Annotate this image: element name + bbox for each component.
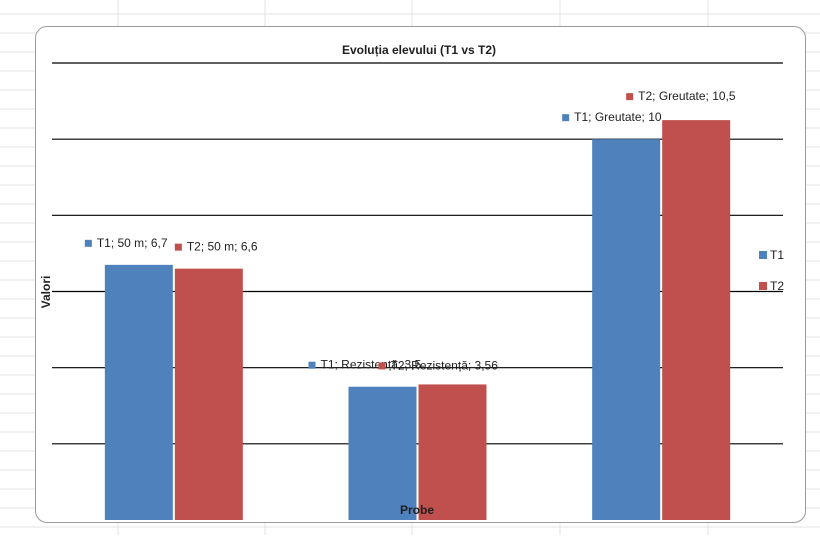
bar-t1-3[interactable] — [592, 139, 661, 520]
data-label-text: T1; Greutate; 10 — [574, 110, 662, 124]
bars — [104, 120, 731, 520]
legend-item-t1[interactable]: T1 — [759, 248, 784, 262]
legend-marker — [759, 251, 767, 259]
legend-item-t2[interactable]: T2 — [759, 279, 784, 293]
data-label-marker — [174, 243, 182, 251]
bar-t2-3[interactable] — [662, 120, 731, 520]
legend-label: T1 — [770, 248, 784, 262]
data-label-t2-1: T2; 50 m; 6,6 — [174, 240, 258, 254]
bar-t1-2[interactable] — [348, 386, 417, 520]
data-label-t1-1: T1; 50 m; 6,7 — [84, 236, 168, 250]
data-labels: T1; 50 m; 6,7 T2; 50 m; 6,6 T1; Rezistență… — [84, 89, 736, 372]
data-label-text: T1; 50 m; 6,7 — [97, 236, 168, 250]
data-label-marker — [378, 362, 386, 370]
data-label-text: T2; Greutate; 10,5 — [638, 89, 736, 103]
data-label-text: T1; Rezistență; 3,5 — [321, 358, 422, 372]
x-axis-title: Probe — [400, 503, 434, 517]
y-axis-title: Valori — [39, 276, 53, 309]
data-label-t2-3: T2; Greutate; 10,5 — [626, 89, 736, 103]
data-label-text: T2; Rezistență; 3,56 — [391, 358, 499, 372]
bar-t1-1[interactable] — [104, 264, 173, 520]
data-label-t1-2: T1; Rezistență; 3,5 — [308, 358, 422, 372]
data-label-marker — [626, 93, 634, 101]
data-label-marker — [84, 239, 92, 247]
data-label-marker — [308, 361, 316, 369]
bar-t2-1[interactable] — [174, 268, 243, 520]
gridlines — [52, 62, 783, 445]
bar-t2-2[interactable] — [418, 384, 487, 520]
data-label-marker — [562, 114, 570, 122]
legend-marker — [759, 282, 767, 290]
legend[interactable]: T1 T2 — [759, 248, 784, 293]
data-label-text: T2; 50 m; 6,6 — [187, 240, 258, 254]
data-label-t1-3: T1; Greutate; 10 — [562, 110, 662, 124]
chart-title: Evoluția elevului (T1 vs T2) — [342, 43, 496, 57]
legend-label: T2 — [770, 279, 784, 293]
data-label-t2-2: T2; Rezistență; 3,56 — [378, 358, 499, 372]
